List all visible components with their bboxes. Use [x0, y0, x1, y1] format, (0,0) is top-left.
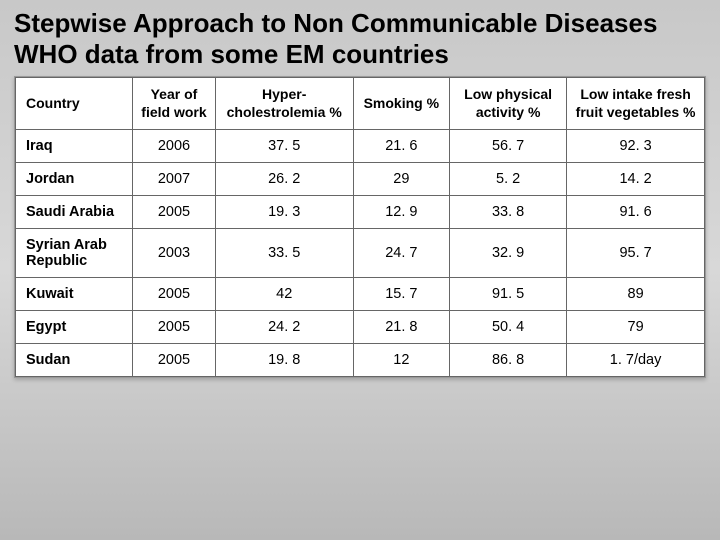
cell-country: Sudan: [16, 344, 133, 377]
title-line-2: WHO data from some EM countries: [14, 39, 449, 69]
cell-fruit: 91. 6: [567, 196, 705, 229]
table-row: Iraq 2006 37. 5 21. 6 56. 7 92. 3: [16, 130, 705, 163]
cell-year: 2005: [133, 311, 216, 344]
cell-activity: 86. 8: [450, 344, 567, 377]
cell-year: 2005: [133, 344, 216, 377]
col-smoking: Smoking %: [353, 78, 449, 130]
cell-activity: 91. 5: [450, 278, 567, 311]
table-body: Iraq 2006 37. 5 21. 6 56. 7 92. 3 Jordan…: [16, 130, 705, 377]
cell-year: 2007: [133, 163, 216, 196]
table-header-row: Country Year of field work Hyper-cholest…: [16, 78, 705, 130]
cell-smoking: 12. 9: [353, 196, 449, 229]
cell-hyper: 19. 3: [215, 196, 353, 229]
slide: Stepwise Approach to Non Communicable Di…: [0, 0, 720, 540]
cell-smoking: 24. 7: [353, 229, 449, 278]
cell-country: Iraq: [16, 130, 133, 163]
col-hyper: Hyper-cholestrolemia %: [215, 78, 353, 130]
cell-smoking: 21. 6: [353, 130, 449, 163]
table-row: Saudi Arabia 2005 19. 3 12. 9 33. 8 91. …: [16, 196, 705, 229]
cell-country: Saudi Arabia: [16, 196, 133, 229]
cell-year: 2005: [133, 278, 216, 311]
cell-smoking: 21. 8: [353, 311, 449, 344]
cell-country: Syrian Arab Republic: [16, 229, 133, 278]
cell-fruit: 1. 7/day: [567, 344, 705, 377]
cell-hyper: 37. 5: [215, 130, 353, 163]
cell-activity: 32. 9: [450, 229, 567, 278]
cell-hyper: 42: [215, 278, 353, 311]
table-row: Syrian Arab Republic 2003 33. 5 24. 7 32…: [16, 229, 705, 278]
cell-country: Kuwait: [16, 278, 133, 311]
cell-fruit: 14. 2: [567, 163, 705, 196]
cell-smoking: 15. 7: [353, 278, 449, 311]
col-country: Country: [16, 78, 133, 130]
title-line-1: Stepwise Approach to Non Communicable Di…: [14, 8, 657, 38]
cell-hyper: 19. 8: [215, 344, 353, 377]
slide-title: Stepwise Approach to Non Communicable Di…: [14, 8, 706, 70]
cell-activity: 50. 4: [450, 311, 567, 344]
cell-fruit: 79: [567, 311, 705, 344]
table-row: Kuwait 2005 42 15. 7 91. 5 89: [16, 278, 705, 311]
col-year: Year of field work: [133, 78, 216, 130]
cell-hyper: 26. 2: [215, 163, 353, 196]
cell-fruit: 92. 3: [567, 130, 705, 163]
cell-year: 2005: [133, 196, 216, 229]
cell-fruit: 95. 7: [567, 229, 705, 278]
table-row: Sudan 2005 19. 8 12 86. 8 1. 7/day: [16, 344, 705, 377]
cell-fruit: 89: [567, 278, 705, 311]
col-activity: Low physical activity %: [450, 78, 567, 130]
cell-activity: 56. 7: [450, 130, 567, 163]
cell-hyper: 24. 2: [215, 311, 353, 344]
data-table-container: Country Year of field work Hyper-cholest…: [14, 76, 706, 378]
table-row: Jordan 2007 26. 2 29 5. 2 14. 2: [16, 163, 705, 196]
who-data-table: Country Year of field work Hyper-cholest…: [15, 77, 705, 377]
cell-year: 2006: [133, 130, 216, 163]
cell-smoking: 29: [353, 163, 449, 196]
cell-country: Egypt: [16, 311, 133, 344]
col-fruit: Low intake fresh fruit vegetables %: [567, 78, 705, 130]
cell-year: 2003: [133, 229, 216, 278]
table-row: Egypt 2005 24. 2 21. 8 50. 4 79: [16, 311, 705, 344]
cell-smoking: 12: [353, 344, 449, 377]
cell-country: Jordan: [16, 163, 133, 196]
cell-activity: 5. 2: [450, 163, 567, 196]
cell-activity: 33. 8: [450, 196, 567, 229]
cell-hyper: 33. 5: [215, 229, 353, 278]
